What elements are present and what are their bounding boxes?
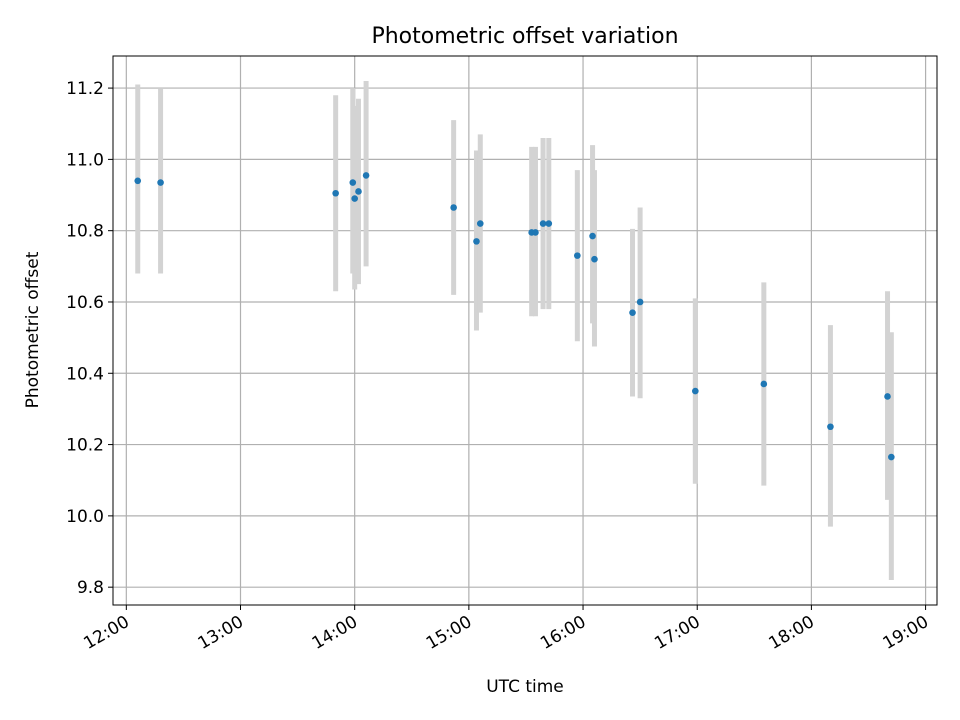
plot-frame [112, 55, 938, 606]
y-tick-label: 10.4 [66, 364, 104, 384]
data-points [134, 172, 895, 461]
data-point [884, 393, 891, 400]
chart-title: Photometric offset variation [371, 24, 678, 49]
data-point [827, 423, 834, 431]
data-point [157, 179, 164, 186]
data-point [134, 177, 142, 185]
data-point [349, 179, 357, 186]
data-point [589, 232, 596, 240]
data-point [532, 229, 539, 236]
y-tick-label: 10.2 [66, 436, 104, 456]
data-point [351, 195, 358, 202]
data-point [545, 220, 553, 227]
y-tick-label: 10.6 [66, 293, 104, 313]
y-tick-label: 11.0 [66, 150, 104, 170]
data-point [636, 298, 644, 306]
data-point [629, 309, 636, 316]
data-point [760, 380, 768, 388]
y-tick-label: 10.8 [66, 222, 104, 242]
data-point [355, 188, 362, 195]
data-point [692, 387, 699, 395]
data-point [473, 238, 480, 245]
data-point [539, 220, 547, 227]
data-point [362, 172, 370, 179]
y-axis-label: Photometric offset [23, 251, 43, 408]
data-point [574, 252, 581, 259]
data-point [591, 255, 598, 263]
y-tick-label: 10.0 [66, 507, 104, 527]
y-axis-ticks: 9.8 10.0 10.2 10.4 10.6 10.8 11.0 11.2 [66, 79, 113, 598]
data-point [476, 220, 484, 227]
data-point [332, 189, 339, 197]
data-point [450, 204, 457, 211]
x-axis-label: UTC time [486, 677, 564, 697]
y-tick-label: 11.2 [66, 79, 104, 99]
y-tick-label: 9.8 [77, 578, 104, 598]
data-point [888, 453, 895, 461]
